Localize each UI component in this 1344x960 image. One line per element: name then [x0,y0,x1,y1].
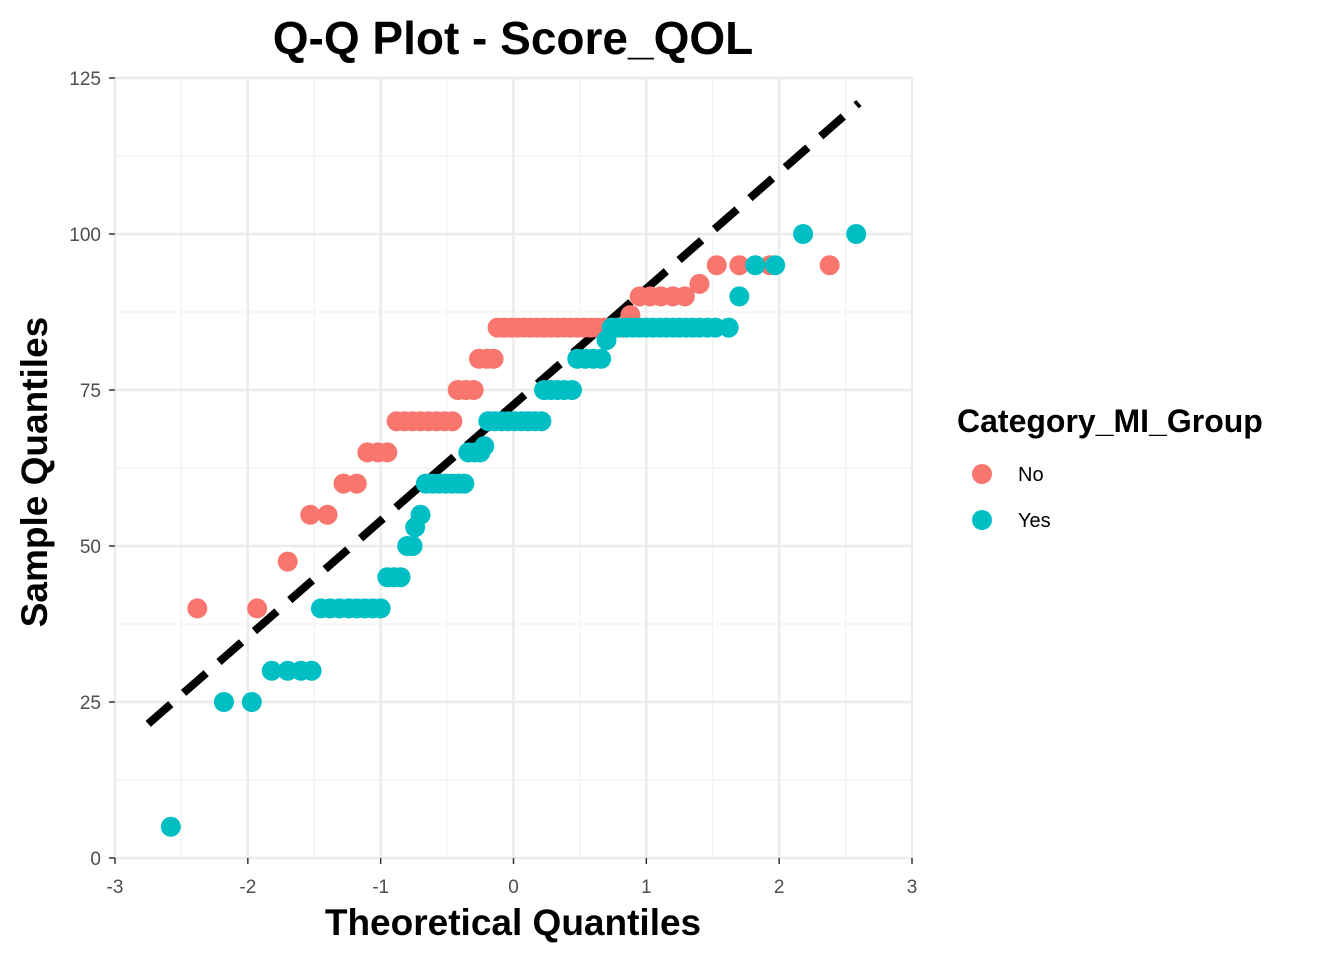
data-point [793,224,814,244]
data-point [591,348,612,369]
data-point [390,567,411,588]
legend: Category_MI_Group No Yes [957,403,1263,532]
legend-label-no: No [1018,464,1044,486]
data-point [301,660,322,681]
data-point [729,255,750,276]
series-yes [160,224,867,837]
x-tick-label: 0 [508,877,519,898]
x-tick-label: 1 [641,877,652,898]
data-point [463,380,484,400]
x-tick-label: -2 [239,877,256,898]
y-axis-ticks: 0 25 50 75 100 125 [69,69,115,870]
legend-items: No Yes [972,464,1051,532]
y-tick-label: 75 [80,381,101,402]
data-point [483,348,504,369]
data-point [241,692,262,712]
data-point [300,504,321,525]
major-gridlines [113,76,914,860]
data-point [819,255,840,276]
data-point [317,504,338,525]
y-tick-label: 0 [90,849,101,870]
data-point [187,598,208,619]
data-point [561,380,582,400]
data-point [454,473,475,494]
data-point [370,598,391,619]
y-tick-label: 50 [80,537,101,558]
legend-title: Category_MI_Group [957,403,1263,439]
data-point [213,692,234,712]
data-point [674,286,695,307]
series-no [187,255,840,619]
y-tick-label: 125 [69,69,101,90]
data-point [160,816,181,837]
data-point [745,255,766,276]
x-tick-label: 3 [907,877,918,898]
data-point [846,224,867,244]
data-point [474,436,495,457]
data-point [442,411,463,432]
x-axis-title: Theoretical Quantiles [325,902,701,943]
data-point [531,411,552,432]
data-point [410,504,431,525]
data-point [706,255,727,276]
chart-title: Q-Q Plot - Score_QOL [273,12,754,64]
x-axis-ticks: -3 -2 -1 0 1 2 3 [107,858,918,898]
data-point [718,317,739,338]
data-point [247,598,268,619]
x-tick-label: -1 [372,877,389,898]
legend-label-yes: Yes [1018,510,1051,532]
data-point [277,551,298,572]
x-tick-label: 2 [774,877,785,898]
data-point [346,473,367,494]
y-tick-label: 25 [80,693,101,714]
x-tick-label: -3 [107,877,124,898]
y-axis-title: Sample Quantiles [14,317,55,628]
data-point [402,536,423,556]
data-point [377,442,398,463]
data-point [729,286,750,307]
legend-key-no [972,464,992,484]
data-point [765,255,786,276]
data-point [689,273,710,294]
legend-key-yes [972,510,992,530]
data-points [160,224,867,837]
y-tick-label: 100 [69,225,101,246]
data-point [261,660,282,681]
